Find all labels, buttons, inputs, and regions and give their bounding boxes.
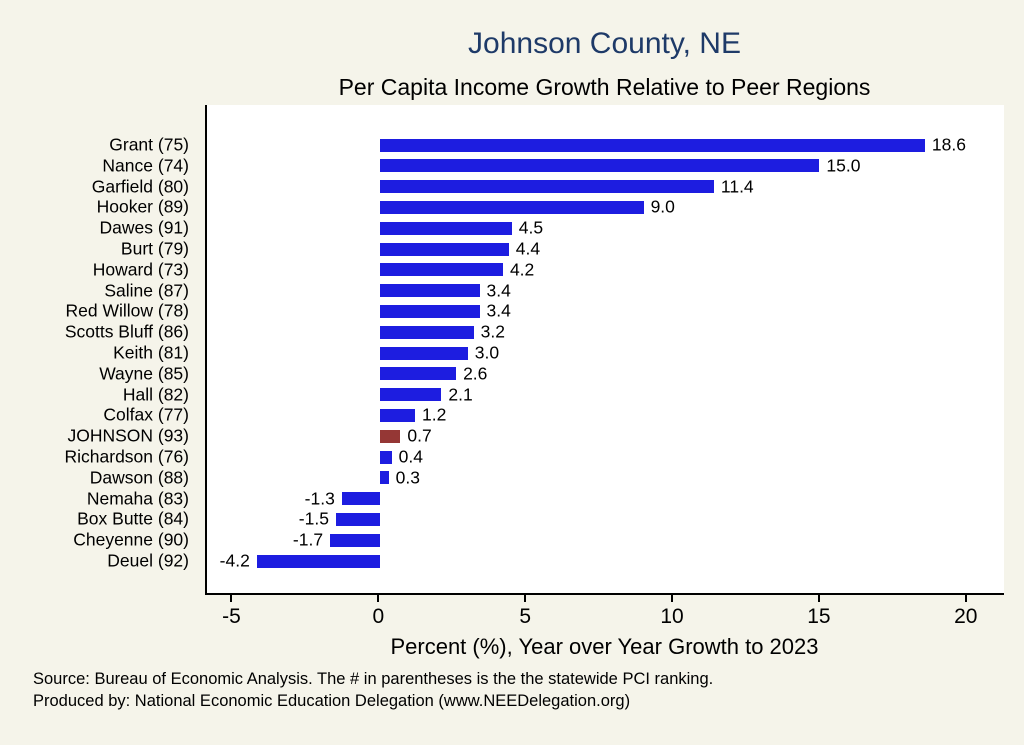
value-label: 0.3 — [395, 467, 420, 488]
category-label: Box Butte (84) — [77, 508, 189, 529]
category-label: Nemaha (83) — [86, 487, 189, 508]
x-axis-title: Percent (%), Year over Year Growth to 20… — [390, 634, 819, 659]
source-note: Source: Bureau of Economic Analysis. The… — [33, 670, 714, 688]
value-label: 3.2 — [480, 321, 505, 342]
bar — [379, 221, 512, 235]
bar — [379, 138, 925, 152]
x-tick-mark — [964, 595, 967, 602]
bar — [379, 450, 392, 464]
x-axis: -5 0 5 10 15 20 — [205, 595, 1004, 635]
value-label: 2.1 — [448, 383, 473, 404]
bar — [379, 159, 820, 173]
category-label: Dawes (91) — [99, 217, 189, 238]
value-label: -1.3 — [304, 487, 335, 508]
bar — [379, 304, 480, 318]
category-label: Hall (82) — [122, 383, 189, 404]
category-label: Richardson (76) — [64, 446, 190, 467]
category-label: Hooker (89) — [96, 196, 189, 217]
value-label: -1.5 — [298, 508, 329, 529]
bar — [256, 554, 380, 568]
value-label: 9.0 — [650, 196, 675, 217]
category-label: Nance (74) — [102, 155, 189, 176]
x-tick-mark — [671, 595, 674, 602]
x-tick-mark — [817, 595, 820, 602]
category-label: Wayne (85) — [99, 363, 189, 384]
x-tick-label: 0 — [372, 605, 385, 628]
value-label: 3.0 — [474, 342, 500, 363]
value-label: 4.5 — [518, 217, 544, 238]
bar — [379, 284, 480, 298]
value-label: 0.4 — [398, 446, 423, 467]
category-label: Cheyenne (90) — [73, 529, 189, 550]
value-label: 18.6 — [931, 134, 966, 155]
value-label: 2.6 — [463, 363, 488, 384]
value-label: -4.2 — [219, 550, 250, 571]
producer-note: Produced by: National Economic Education… — [33, 692, 631, 711]
x-tick-mark — [230, 595, 233, 602]
category-label: Garfield (80) — [91, 175, 189, 196]
chart-title: Johnson County, NE — [468, 27, 741, 60]
bar — [379, 263, 503, 277]
value-label: 4.2 — [509, 259, 535, 280]
value-label: -1.7 — [292, 529, 324, 550]
bar — [330, 533, 380, 547]
bar — [341, 492, 380, 506]
category-label: Scotts Bluff (86) — [64, 321, 189, 342]
bar — [335, 512, 380, 526]
category-label: Burt (79) — [120, 238, 189, 259]
value-label: 15.0 — [826, 155, 861, 176]
value-label: 4.4 — [515, 238, 541, 259]
x-tick-label: 20 — [954, 605, 978, 628]
x-tick-mark — [377, 595, 380, 602]
bar — [379, 242, 509, 256]
bar — [379, 346, 468, 360]
bar — [379, 471, 389, 485]
category-label: Deuel (92) — [107, 550, 189, 571]
value-label: 3.4 — [486, 300, 511, 321]
bar — [379, 408, 416, 422]
x-tick-label: 15 — [807, 605, 831, 628]
chart-subtitle: Per Capita Income Growth Relative to Pee… — [338, 74, 871, 100]
x-tick-mark — [524, 595, 527, 602]
category-label: JOHNSON (93) — [67, 425, 189, 446]
plot-area: 18.6 15.0 11.4 9.0 4.5 4.4 4.2 3.4 3.4 3.2 3.0 2.6 2… — [205, 105, 1004, 595]
x-tick-label: 10 — [660, 605, 684, 628]
value-label: 1.2 — [422, 404, 447, 425]
bar — [379, 200, 644, 214]
bar-highlighted — [379, 429, 401, 443]
category-label: Grant (75) — [109, 134, 189, 155]
category-label: Keith (81) — [113, 342, 189, 363]
category-label: Red Willow (78) — [65, 300, 190, 321]
category-label: Colfax (77) — [103, 404, 189, 425]
bar — [379, 367, 457, 381]
bar — [379, 180, 714, 194]
category-label: Howard (73) — [92, 259, 189, 280]
y-axis-category-labels: Grant (75) Nance (74) Garfield (80) Hooker … — [0, 105, 197, 595]
bar — [379, 325, 474, 339]
value-label: 3.4 — [486, 279, 511, 300]
category-label: Saline (87) — [104, 279, 189, 300]
x-tick-label: -5 — [222, 605, 241, 628]
x-tick-label: 5 — [519, 605, 532, 628]
bar — [379, 388, 442, 402]
footnotes: Source: Bureau of Economic Analysis. The… — [33, 668, 1004, 713]
value-label: 0.7 — [407, 425, 432, 446]
value-label: 11.4 — [720, 175, 754, 196]
category-label: Dawson (88) — [89, 467, 189, 488]
